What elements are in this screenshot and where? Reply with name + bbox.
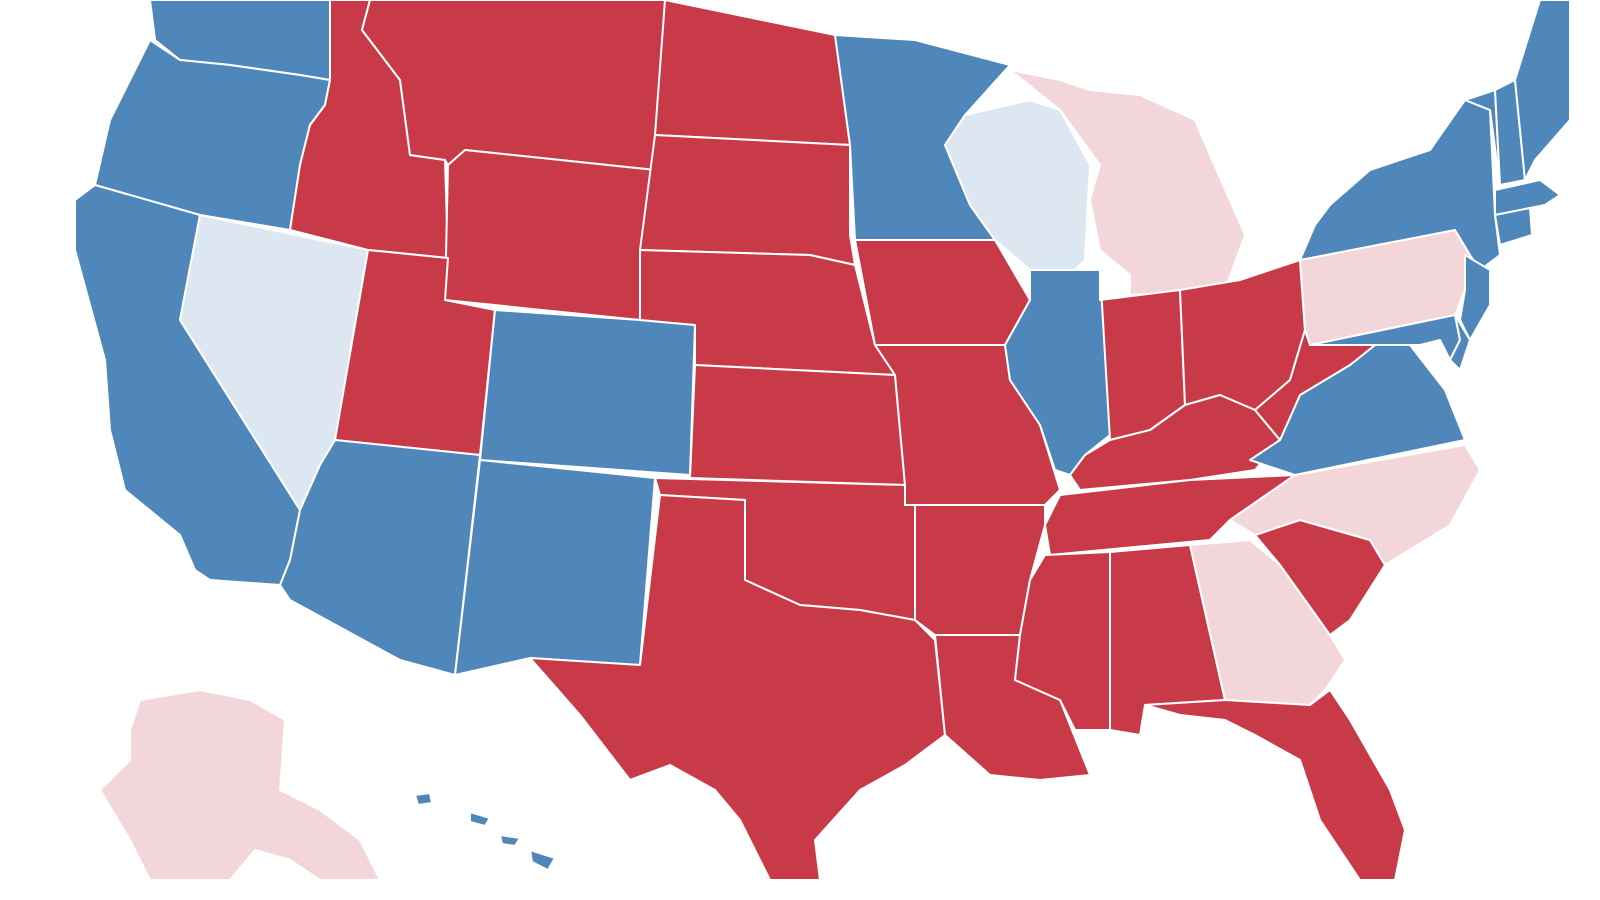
state-nc[interactable] bbox=[1229, 444, 1481, 566]
state-ks[interactable] bbox=[689, 364, 906, 486]
state-ak[interactable] bbox=[99, 689, 381, 881]
state-ma[interactable] bbox=[1494, 179, 1561, 216]
state-co[interactable] bbox=[479, 309, 696, 476]
state-tx[interactable] bbox=[529, 494, 946, 881]
state-fl[interactable] bbox=[1144, 689, 1406, 881]
state-ny[interactable] bbox=[1299, 99, 1501, 271]
state-sd[interactable] bbox=[639, 134, 856, 266]
state-de[interactable] bbox=[1449, 314, 1471, 371]
state-tn[interactable] bbox=[1044, 474, 1296, 556]
state-nm[interactable] bbox=[454, 459, 656, 676]
state-me[interactable] bbox=[1514, 0, 1571, 181]
state-ct[interactable] bbox=[1494, 207, 1533, 246]
state-wy[interactable] bbox=[444, 149, 656, 321]
state-ia[interactable] bbox=[854, 239, 1031, 346]
states-layer bbox=[74, 0, 1571, 881]
state-hi[interactable] bbox=[414, 792, 556, 871]
